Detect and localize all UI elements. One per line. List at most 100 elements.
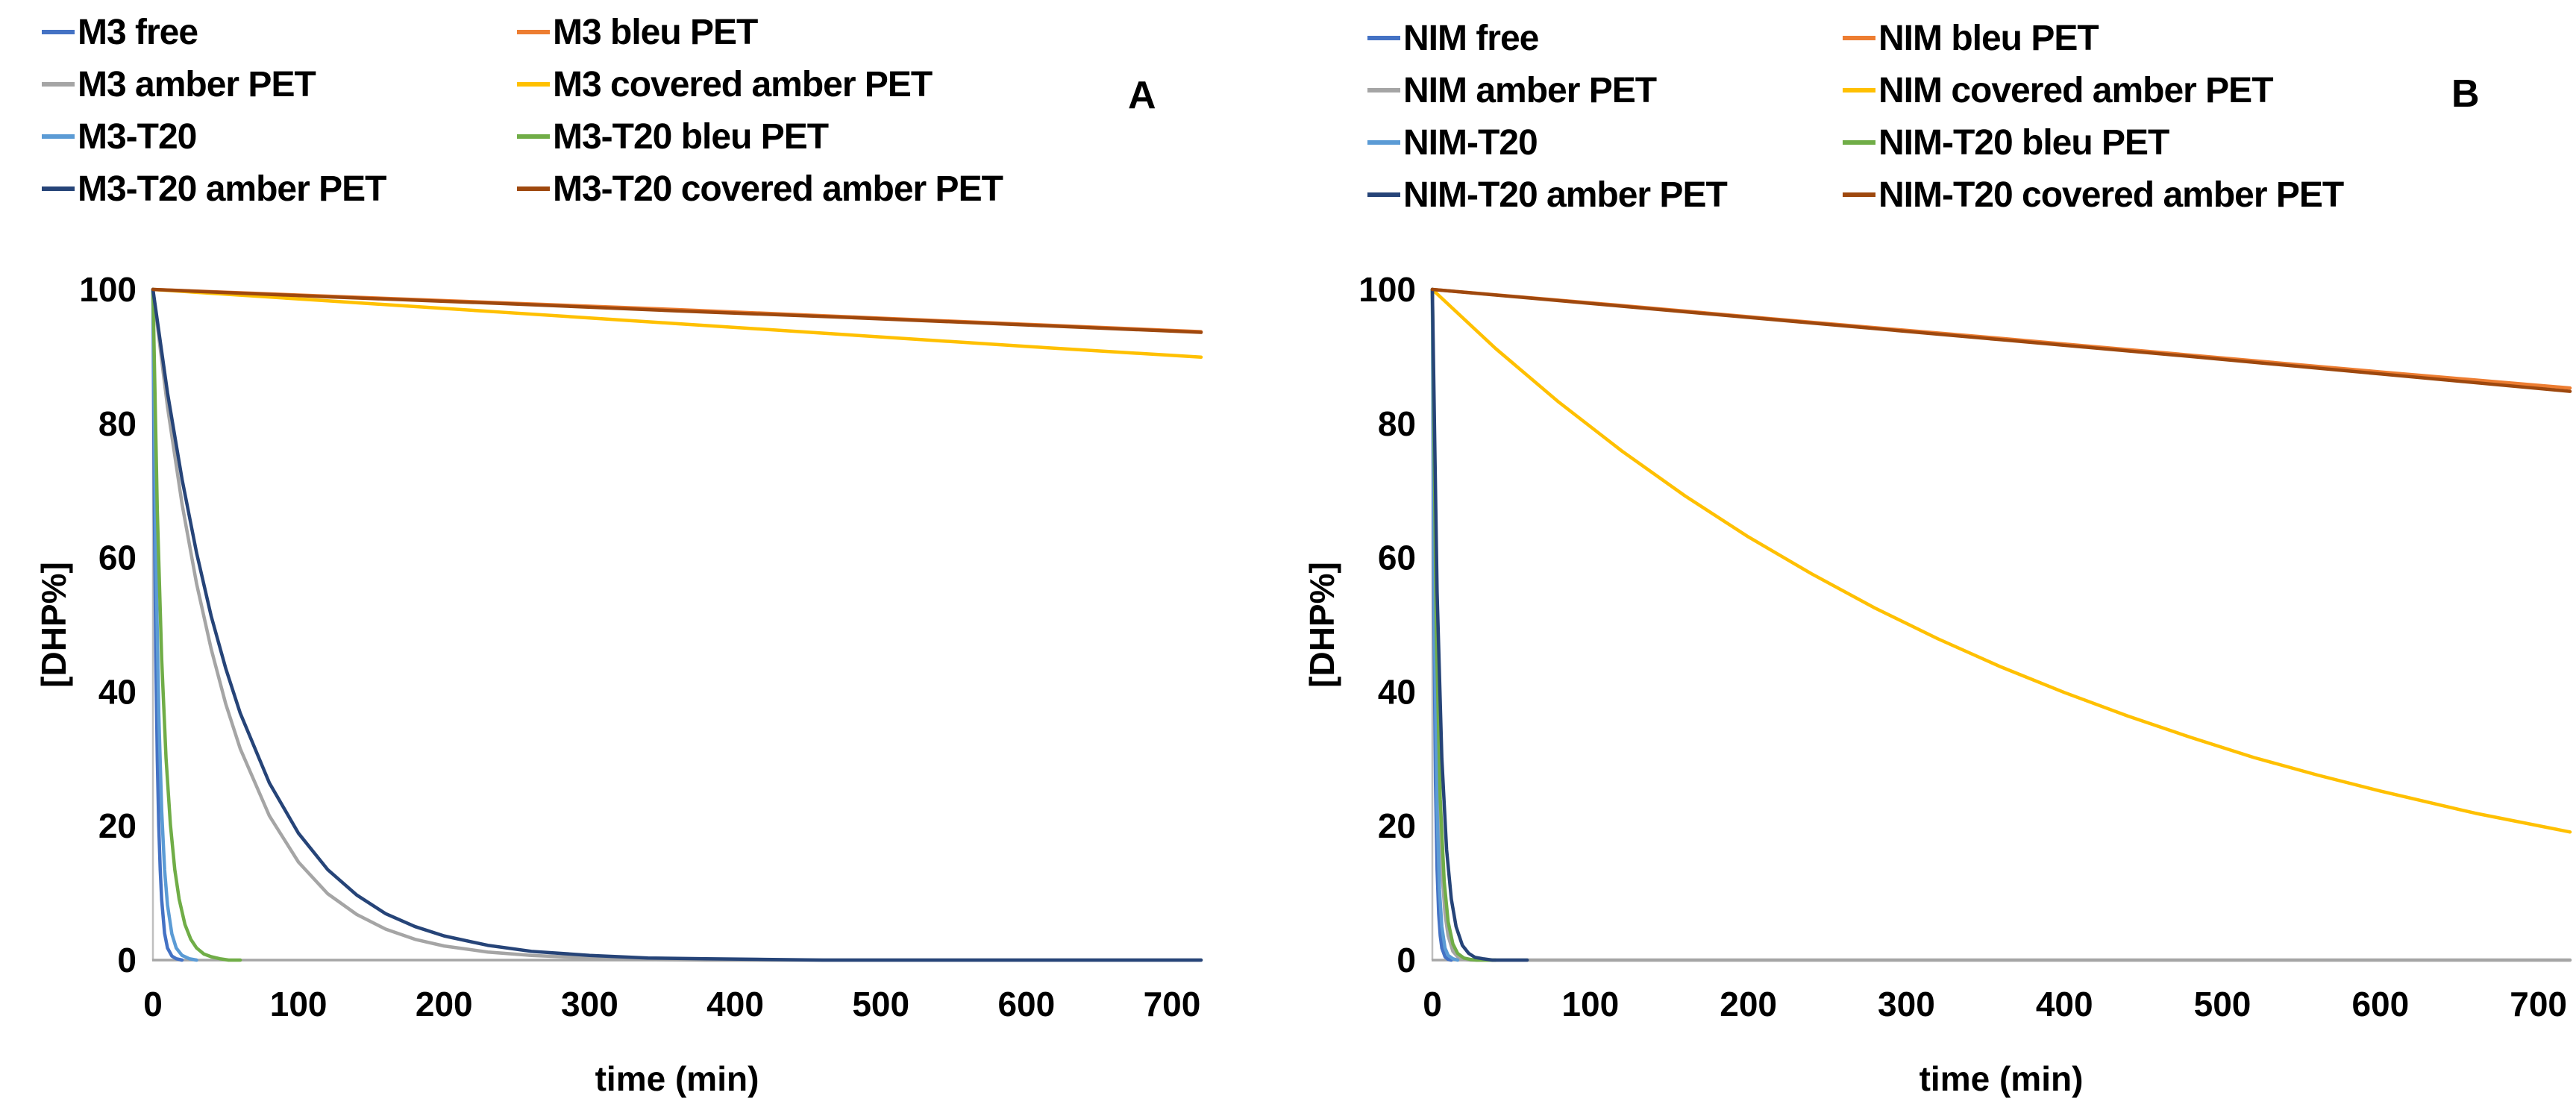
legend-swatch-nim-free (1367, 36, 1400, 40)
legend-swatch-m3-amber-pet (42, 82, 75, 87)
y-tick-label-60: 60 (98, 539, 137, 577)
legend-label-nim-free: NIM free (1403, 18, 1539, 58)
legend-item-nim-t20: NIM-T20 (1367, 116, 1843, 169)
legend-label-nim-t20-covered-amber-pet: NIM-T20 covered amber PET (1878, 175, 2344, 215)
legend-swatch-nim-covered-amber-pet (1843, 88, 1875, 93)
legend-item-m3-free: M3 free (42, 6, 517, 58)
y-tick-label-0: 0 (117, 941, 137, 979)
legend-item-nim-bleu-pet: NIM bleu PET (1843, 12, 2343, 64)
x-tick-label-700: 700 (2510, 985, 2567, 1023)
legend-label-m3-covered-amber-pet: M3 covered amber PET (553, 64, 933, 104)
x-tick-label-100: 100 (1561, 985, 1619, 1023)
x-tick-label-600: 600 (997, 985, 1055, 1023)
series-nim-amber-pet (1430, 287, 2572, 962)
x-axis-title: time (min) (1920, 1059, 2084, 1098)
y-tick-label-20: 20 (98, 806, 137, 845)
y-tick-label-40: 40 (98, 672, 137, 711)
legend-item-m3-t20-covered-amber-pet: M3-T20 covered amber PET (517, 163, 1003, 215)
series-m3-amber-pet (151, 287, 1203, 962)
legend-label-m3-free: M3 free (78, 12, 198, 52)
legend-label-m3-bleu-pet: M3 bleu PET (553, 12, 758, 52)
legend-swatch-m3-t20-covered-amber-pet (517, 186, 550, 191)
legend-item-m3-t20: M3-T20 (42, 110, 517, 163)
legend-swatch-m3-free (42, 30, 75, 34)
series-nim-t20-amber-pet (1430, 287, 1529, 962)
legend-item-nim-t20-amber-pet: NIM-T20 amber PET (1367, 169, 1843, 221)
series-m3-free (151, 287, 184, 962)
legend-label-m3-t20-amber-pet: M3-T20 amber PET (78, 169, 386, 209)
y-tick-label-80: 80 (1378, 404, 1416, 443)
legend-item-nim-free: NIM free (1367, 12, 1843, 64)
series-m3-t20-covered-amber-pet (151, 287, 1203, 334)
legend-swatch-m3-t20-bleu-pet (517, 134, 550, 139)
legend-item-m3-t20-amber-pet: M3-T20 amber PET (42, 163, 517, 215)
x-axis-title: time (min) (595, 1059, 759, 1098)
y-axis-title: [DHP%] (34, 562, 73, 688)
legend-swatch-nim-t20-covered-amber-pet (1843, 192, 1875, 197)
legend-swatch-nim-amber-pet (1367, 88, 1400, 93)
y-tick-label-100: 100 (1358, 270, 1416, 309)
legend-swatch-m3-covered-amber-pet (517, 82, 550, 87)
legend-item-m3-bleu-pet: M3 bleu PET (517, 6, 1003, 58)
series-m3-t20-bleu-pet (151, 287, 242, 962)
legend-panel-b: NIM free NIM amber PET NIM-T20 NIM-T20 ambe… (1367, 12, 2344, 221)
series-nim-t20-covered-amber-pet (1430, 287, 2572, 393)
legend-item-m3-amber-pet: M3 amber PET (42, 58, 517, 110)
legend-item-nim-t20-covered-amber-pet: NIM-T20 covered amber PET (1843, 169, 2344, 221)
series-nim-t20-bleu-pet (1430, 287, 1497, 962)
legend-swatch-nim-t20-bleu-pet (1843, 140, 1875, 145)
x-tick-label-600: 600 (2351, 985, 2409, 1023)
x-tick-label-700: 700 (1144, 985, 1201, 1023)
y-tick-label-0: 0 (1397, 941, 1416, 979)
legend-label-nim-covered-amber-pet: NIM covered amber PET (1878, 70, 2274, 110)
legend-label-m3-amber-pet: M3 amber PET (78, 64, 316, 104)
legend-label-nim-amber-pet: NIM amber PET (1403, 70, 1657, 110)
legend-label-m3-t20-bleu-pet: M3-T20 bleu PET (553, 116, 829, 157)
legend-swatch-nim-t20 (1367, 140, 1400, 145)
legend-swatch-m3-bleu-pet (517, 30, 550, 34)
legend-swatch-nim-bleu-pet (1843, 36, 1875, 40)
x-tick-label-200: 200 (416, 985, 473, 1023)
series-m3-t20 (151, 287, 198, 962)
x-tick-label-0: 0 (143, 985, 163, 1023)
y-tick-label-60: 60 (1378, 539, 1416, 577)
legend-item-nim-covered-amber-pet: NIM covered amber PET (1843, 64, 2343, 116)
legend-item-m3-covered-amber-pet: M3 covered amber PET (517, 58, 1003, 110)
y-tick-label-80: 80 (98, 404, 137, 443)
legend-label-nim-t20-bleu-pet: NIM-T20 bleu PET (1878, 122, 2169, 163)
x-tick-label-300: 300 (1878, 985, 1935, 1023)
panel-letter-b: B (2451, 72, 2480, 116)
x-tick-label-500: 500 (2194, 985, 2251, 1023)
y-tick-label-20: 20 (1378, 806, 1416, 845)
y-axis-title: [DHP%] (1306, 562, 1341, 688)
legend-label-nim-bleu-pet: NIM bleu PET (1878, 18, 2099, 58)
series-nim-covered-amber-pet (1430, 287, 2572, 834)
legend-panel-a: M3 free M3 amber PET M3-T20 M3-T20 amber PE… (42, 6, 1003, 215)
legend-item-nim-t20-bleu-pet: NIM-T20 bleu PET (1843, 116, 2343, 169)
y-tick-label-100: 100 (79, 270, 137, 309)
x-tick-label-200: 200 (1720, 985, 1777, 1023)
x-tick-label-400: 400 (2036, 985, 2093, 1023)
legend-item-m3-t20-bleu-pet: M3-T20 bleu PET (517, 110, 1003, 163)
legend-label-nim-t20: NIM-T20 (1403, 122, 1538, 163)
x-tick-label-300: 300 (561, 985, 618, 1023)
series-m3-t20-amber-pet (151, 287, 1203, 962)
legend-swatch-m3-t20 (42, 134, 75, 139)
x-tick-label-500: 500 (852, 985, 909, 1023)
plot-area-b: 0 100 200 300 400 500 600 700 0 20 40 60 80 100 time (… (1306, 270, 2572, 1098)
legend-label-m3-t20: M3-T20 (78, 116, 197, 157)
legend-label-nim-t20-amber-pet: NIM-T20 amber PET (1403, 175, 1728, 215)
plot-area-a: 0 100 200 300 400 500 600 700 0 20 40 60 80 100 time (… (34, 270, 1203, 1098)
panel-letter-a: A (1128, 74, 1156, 117)
x-tick-label-400: 400 (706, 985, 764, 1023)
x-tick-label-0: 0 (1423, 985, 1442, 1023)
legend-swatch-m3-t20-amber-pet (42, 186, 75, 191)
legend-item-nim-amber-pet: NIM amber PET (1367, 64, 1843, 116)
x-tick-label-100: 100 (270, 985, 328, 1023)
y-tick-label-40: 40 (1378, 672, 1416, 711)
series-nim-t20 (1430, 287, 1460, 962)
legend-label-m3-t20-covered-amber-pet: M3-T20 covered amber PET (553, 169, 1003, 209)
series-m3-covered-amber-pet (151, 287, 1203, 360)
legend-swatch-nim-t20-amber-pet (1367, 192, 1400, 197)
